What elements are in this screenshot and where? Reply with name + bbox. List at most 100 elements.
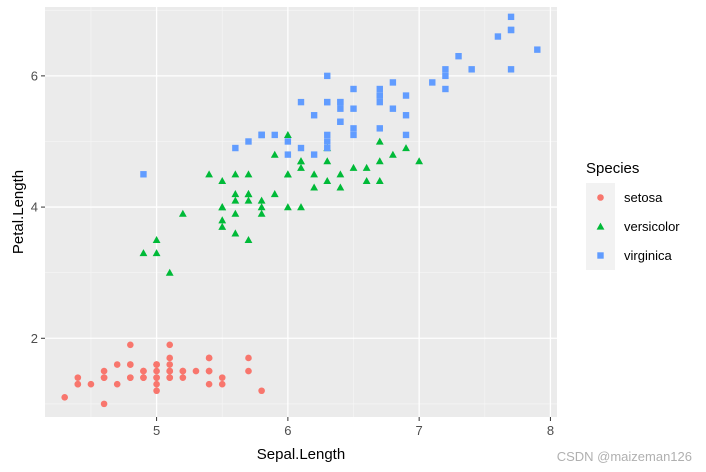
versicolor-point [244,196,253,204]
x-axis-title: Sepal.Length [257,446,345,463]
virginica-point [140,171,147,178]
virginica-point [297,98,305,106]
virginica-point [284,151,292,158]
virginica-point [297,144,305,152]
virginica-point [324,131,331,139]
versicolor-point [283,131,292,139]
virginica-point [376,98,383,106]
setosa-point [153,374,160,381]
setosa-point [166,374,174,381]
legend-label-virginica: virginica [624,248,672,263]
versicolor-point [218,216,227,224]
watermark: CSDN @maizeman126 [556,449,692,464]
setosa-point [166,354,174,362]
setosa-point [100,400,108,408]
versicolor-point [375,137,384,145]
virginica-point [324,144,331,152]
y-axis-title: Petal.Length [10,170,27,254]
setosa-point [140,374,147,381]
virginica-point [494,33,502,40]
virginica-point [507,66,515,73]
virginica-point [350,85,357,93]
versicolor-point [297,163,305,171]
setosa-point [205,367,213,375]
legend-label-setosa: setosa [624,190,663,205]
setosa-point [245,354,252,362]
virginica-point [324,138,331,145]
y-axis-ticks: 2 4 6 [31,68,45,346]
x-tick-label: 6 [284,423,291,438]
versicolor-point [139,249,148,257]
virginica-point [350,125,357,132]
versicolor-point [310,170,319,178]
setosa-point [74,380,82,388]
setosa-point [218,374,226,381]
versicolor-point [218,203,227,211]
virginica-point [310,151,318,158]
versicolor-point [362,176,371,184]
virginica-point [534,46,541,53]
virginica-point [389,105,397,112]
y-tick-label: 6 [31,68,38,83]
setosa-point [153,380,160,388]
setosa-point [74,374,82,381]
setosa-point [153,387,160,395]
setosa-point [113,380,121,388]
virginica-point [324,98,331,106]
series-setosa [61,341,265,408]
virginica-point [324,72,331,80]
versicolor-point [310,183,319,191]
versicolor-point [388,150,397,158]
versicolor-point [231,190,240,198]
setosa-point [192,367,200,375]
setosa-point [218,380,226,388]
setosa-point [153,367,160,375]
virginica-point [402,112,410,119]
y-tick-label: 2 [31,331,38,346]
versicolor-point [178,209,187,217]
setosa-point [245,367,252,375]
virginica-point [507,26,515,34]
versicolor-point [375,157,384,165]
versicolor-point [283,170,292,178]
versicolor-point [349,163,358,171]
setosa-point [140,367,147,375]
virginica-point [337,98,344,106]
virginica-point [258,131,265,139]
virginica-point [402,131,410,139]
versicolor-point [218,176,227,184]
virginica-point [376,85,383,93]
virginica-point [389,79,397,86]
setosa-point [166,361,174,368]
setosa-point [100,374,108,381]
versicolor-point [257,203,266,211]
versicolor-point [323,157,332,165]
versicolor-point [336,183,345,191]
y-tick-label: 4 [31,200,38,215]
versicolor-point [402,144,410,152]
virginica-point [337,118,344,125]
versicolor-point [415,157,424,165]
setosa-point [153,361,160,368]
x-tick-label: 8 [547,423,554,438]
setosa-point [258,387,265,395]
versicolor-point [244,170,253,178]
virginica-point [350,131,357,139]
setosa-point [100,367,108,375]
setosa-point [113,361,121,368]
versicolor-point [218,222,227,230]
setosa-point [166,367,174,375]
versicolor-point [165,268,174,276]
legend-title: Species [586,160,639,177]
versicolor-point [270,150,279,158]
versicolor-point [244,235,253,243]
virginica-point [376,125,383,132]
setosa-point [205,354,213,362]
virginica-point [442,72,449,80]
legend-label-versicolor: versicolor [624,219,680,234]
versicolor-point [297,157,305,165]
virginica-point [271,131,278,139]
setosa-point [127,361,134,368]
virginica-point [402,92,410,99]
